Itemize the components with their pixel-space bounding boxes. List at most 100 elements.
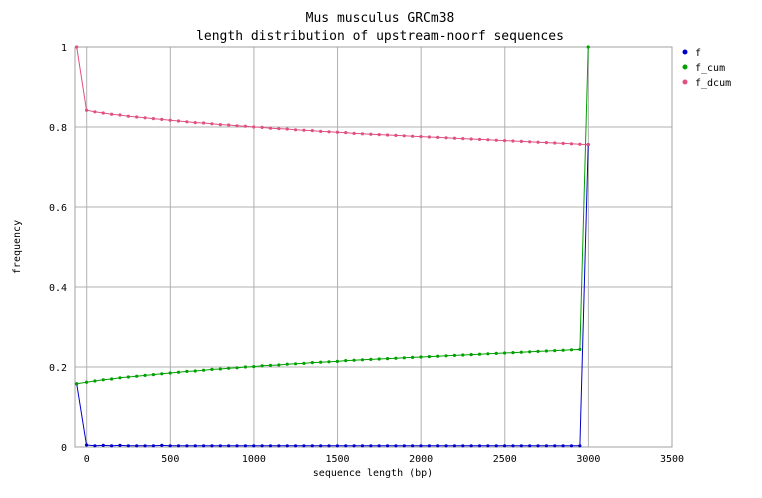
data-point	[168, 118, 172, 122]
data-point	[260, 444, 264, 448]
data-point	[411, 134, 415, 138]
data-point	[352, 358, 356, 362]
legend: f f_cum f_dcum	[682, 48, 731, 89]
data-point	[578, 142, 582, 146]
data-point	[151, 373, 156, 377]
data-point	[553, 444, 557, 448]
data-point	[511, 444, 515, 448]
data-point	[477, 352, 482, 356]
data-point	[561, 444, 565, 448]
data-point	[143, 373, 147, 377]
data-point	[93, 444, 97, 448]
data-point	[201, 368, 206, 372]
data-point	[402, 356, 406, 360]
data-point	[268, 363, 273, 367]
data-point	[135, 444, 139, 448]
data-point	[335, 130, 339, 134]
data-point	[260, 364, 264, 368]
y-tick-label: 0.4	[49, 283, 67, 294]
data-point	[268, 444, 273, 448]
data-point	[369, 444, 373, 448]
x-tick-label: 2000	[409, 454, 433, 465]
data-point	[360, 444, 365, 448]
data-point	[235, 444, 239, 448]
data-point	[469, 137, 473, 141]
data-point	[452, 353, 457, 357]
data-point	[427, 355, 431, 359]
data-point	[84, 443, 89, 447]
x-tick-label: 3500	[660, 454, 684, 465]
data-point	[444, 136, 448, 140]
data-point	[168, 371, 172, 375]
data-point	[519, 139, 523, 143]
data-point	[118, 443, 122, 447]
data-point	[394, 133, 398, 137]
data-point	[344, 444, 348, 448]
data-point	[494, 138, 498, 142]
x-tick-label: 1500	[325, 454, 349, 465]
data-point	[243, 124, 248, 128]
data-point	[135, 374, 139, 378]
data-point	[419, 135, 423, 139]
data-point	[310, 129, 314, 133]
data-point	[486, 444, 490, 448]
data-point	[327, 444, 331, 448]
data-point	[151, 444, 156, 448]
data-point	[84, 380, 89, 384]
y-tick-label: 0.2	[49, 363, 67, 374]
data-point	[503, 351, 507, 355]
data-point	[218, 123, 222, 127]
data-point	[477, 444, 482, 448]
data-point	[176, 370, 181, 374]
data-point	[93, 110, 97, 114]
data-point	[75, 382, 79, 386]
x-tick-label: 0	[84, 454, 90, 465]
data-point	[586, 143, 590, 147]
data-point	[586, 45, 590, 49]
data-point	[394, 356, 398, 360]
data-point	[293, 444, 298, 448]
data-point	[126, 114, 130, 118]
data-point	[235, 124, 239, 128]
data-point	[528, 350, 532, 354]
data-point	[436, 444, 440, 448]
data-point	[569, 444, 574, 448]
data-point	[444, 444, 448, 448]
data-point	[352, 131, 356, 135]
data-point	[285, 362, 289, 366]
data-point	[327, 130, 331, 134]
data-point	[344, 359, 348, 363]
data-point	[285, 444, 289, 448]
data-point	[227, 444, 231, 448]
data-point	[335, 359, 339, 363]
data-point	[176, 444, 181, 448]
data-point	[277, 363, 281, 367]
data-point	[411, 444, 415, 448]
data-point	[553, 349, 557, 353]
data-point	[385, 357, 390, 361]
data-point	[101, 378, 105, 382]
data-point	[243, 444, 248, 448]
data-point	[561, 141, 565, 145]
series-line-f_cum	[76, 46, 589, 385]
data-point	[469, 444, 473, 448]
legend-marker	[682, 64, 688, 70]
data-point	[360, 132, 365, 136]
chart-title: Mus musculus GRCm38	[306, 11, 455, 26]
y-tick-label: 0.8	[49, 123, 67, 134]
data-point	[243, 365, 248, 369]
data-point	[302, 444, 306, 448]
data-point	[193, 369, 197, 373]
data-point	[285, 127, 289, 131]
data-point	[402, 444, 406, 448]
data-point	[486, 138, 490, 142]
data-point	[511, 351, 515, 355]
data-point	[126, 444, 130, 448]
data-point	[143, 444, 147, 448]
y-tick-label: 0.6	[49, 203, 67, 214]
plot-area	[74, 46, 673, 448]
x-tick-label: 1000	[242, 454, 266, 465]
legend-label: f	[695, 48, 701, 59]
data-point	[185, 120, 189, 124]
data-point	[93, 379, 97, 383]
